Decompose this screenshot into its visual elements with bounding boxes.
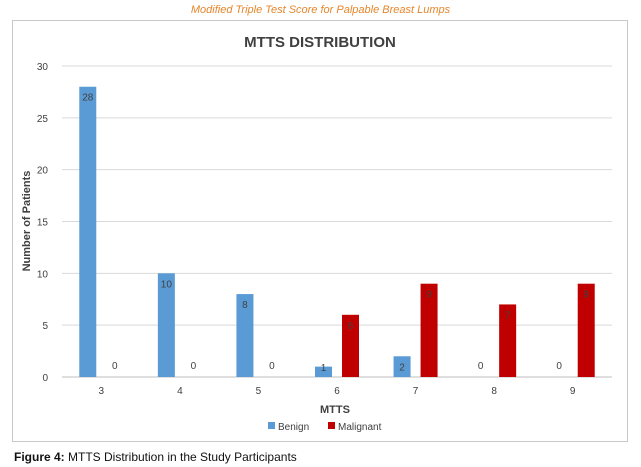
malignant-legend-label: Malignant [338,422,382,433]
malignant-data-label: 9 [583,290,589,301]
x-tick-label: 6 [334,386,340,397]
malignant-legend-swatch [328,422,335,429]
malignant-bar [342,314,359,377]
malignant-data-label: 9 [426,290,432,301]
benign-data-label: 1 [321,363,327,374]
journal-header: Modified Triple Test Score for Palpable … [190,4,451,16]
malignant-data-label: 6 [348,321,354,332]
figure-caption-label: Figure 4: [14,450,65,464]
y-tick-label: 0 [42,373,48,384]
x-tick-label: 7 [413,386,419,397]
x-tick-label: 8 [491,386,497,397]
benign-data-label: 28 [82,93,94,104]
y-tick-label: 15 [37,218,49,229]
malignant-data-label: 0 [112,361,118,372]
benign-bar [315,366,332,377]
y-tick-label: 20 [37,166,49,177]
benign-data-label: 8 [242,300,248,311]
x-tick-label: 5 [256,386,262,397]
x-tick-label: 4 [177,386,183,397]
benign-bar [236,294,254,377]
malignant-data-label: 0 [269,361,275,372]
x-axis-label: MTTS [320,404,350,416]
benign-bar [157,273,175,377]
figure-caption-text: MTTS Distribution in the Study Participa… [68,450,297,464]
chart-title: MTTS DISTRIBUTION [244,34,396,51]
malignant-bar [577,283,595,377]
y-tick-label: 5 [42,321,48,332]
malignant-data-label: 0 [191,361,197,372]
malignant-bar [420,283,438,377]
benign-bar [79,86,97,377]
malignant-bar [499,304,517,377]
benign-legend-swatch [268,422,275,429]
benign-data-label: 10 [161,279,173,290]
x-tick-label: 3 [99,386,105,397]
benign-data-label: 0 [556,361,562,372]
figure-caption: Figure 4: MTTS Distribution in the Study… [14,450,297,464]
benign-data-label: 2 [399,362,405,373]
malignant-data-label: 7 [505,310,511,321]
y-tick-label: 30 [37,62,49,73]
y-axis-label: Number of Patients [21,171,33,272]
x-tick-label: 9 [570,386,576,397]
y-tick-label: 10 [37,269,49,280]
benign-data-label: 0 [478,361,484,372]
benign-bar [393,356,411,377]
benign-legend-label: Benign [278,422,309,433]
y-tick-label: 25 [37,114,49,125]
